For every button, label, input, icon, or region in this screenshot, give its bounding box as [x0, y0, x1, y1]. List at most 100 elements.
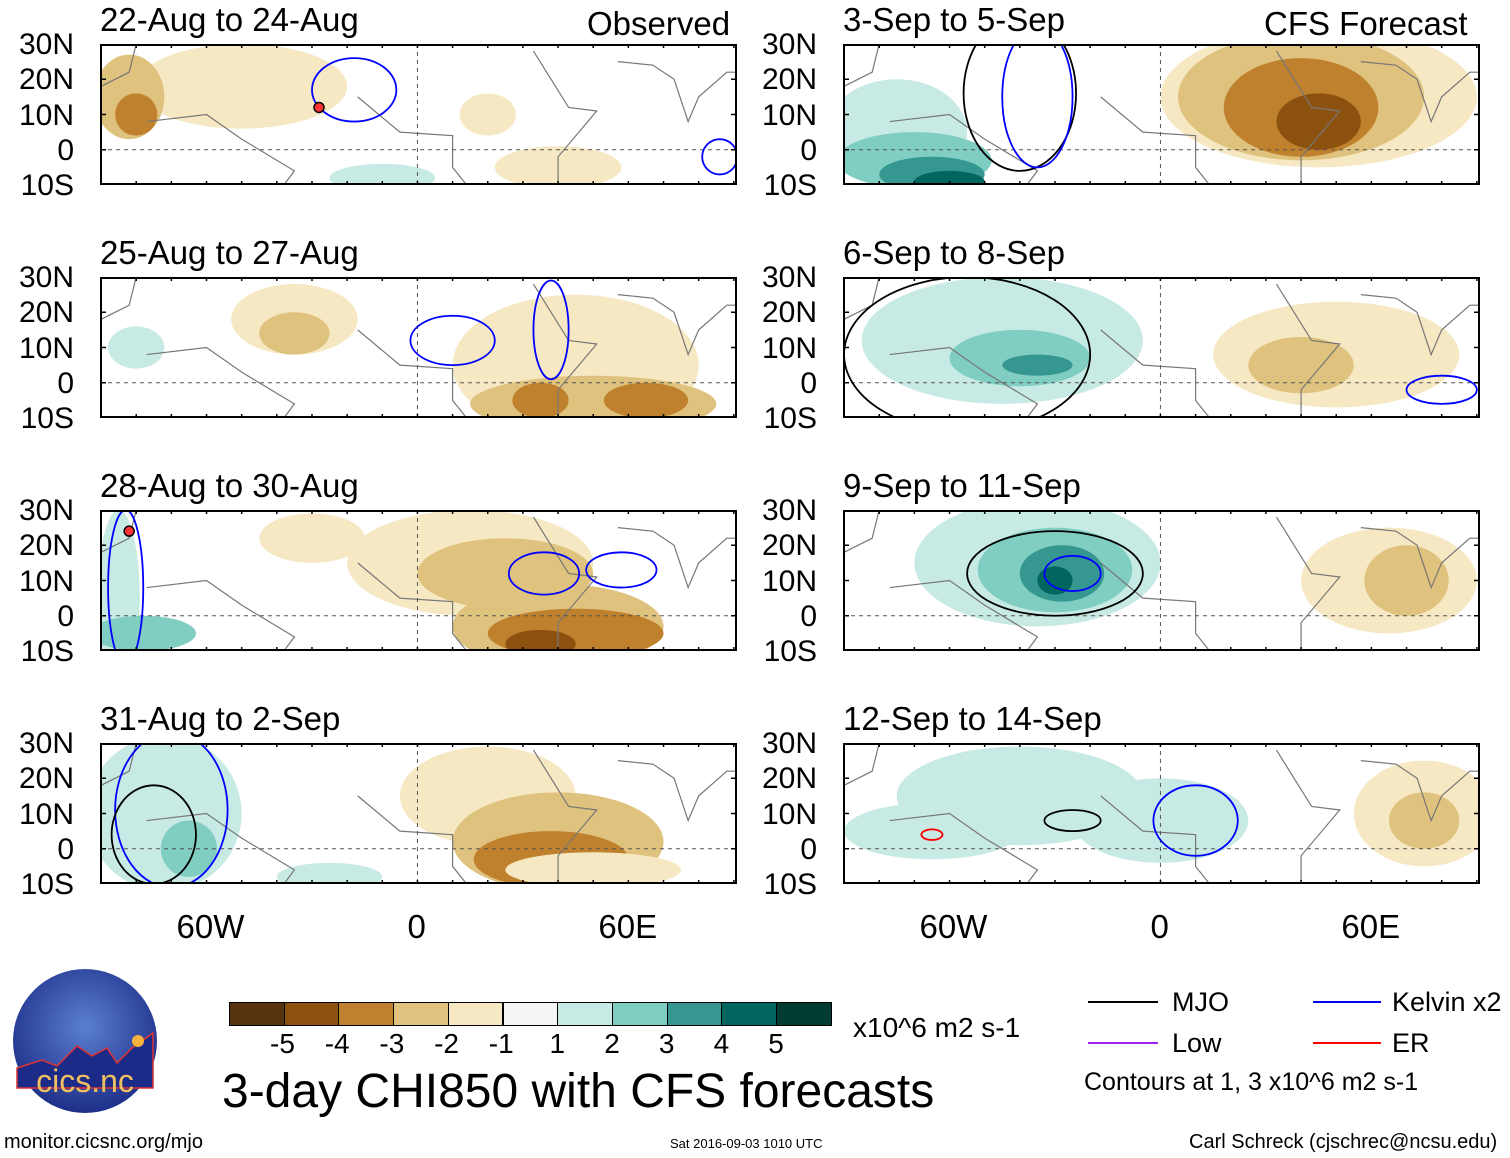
coastline [843, 743, 1480, 884]
panel-title: 25-Aug to 27-Aug [100, 234, 359, 271]
observed-label: Observed [587, 5, 731, 42]
wave-contour [114, 743, 229, 884]
footer-credit: Carl Schreck (cjschrec@ncsu.edu) [1189, 1131, 1498, 1153]
anomaly-region [459, 93, 516, 136]
legend-low: Low [1172, 1028, 1222, 1058]
colorbar-swatch [611, 1002, 668, 1026]
coastline [843, 44, 1480, 185]
lon-label: 60E [1341, 908, 1401, 945]
lat-label: 20N [18, 63, 74, 97]
wave-contour [1152, 784, 1239, 857]
lat-label: 20N [18, 296, 74, 330]
anomaly-region [512, 382, 569, 418]
lat-label: 10N [18, 98, 74, 132]
colorbar-tick-label: 1 [549, 1028, 566, 1059]
lat-label: 10S [763, 402, 817, 436]
colorbar-tick-label: -3 [379, 1028, 405, 1059]
map-border [100, 277, 737, 418]
wave-contour [701, 138, 737, 176]
anomaly-region [914, 170, 985, 185]
lat-label: 30N [18, 261, 74, 294]
coastline [100, 510, 737, 651]
wave-contour [1405, 374, 1478, 405]
anomaly-region [603, 382, 689, 418]
legend-kelvin: Kelvin x2 [1392, 987, 1502, 1017]
lat-label: 0 [800, 133, 817, 167]
anomaly-region [1248, 336, 1354, 394]
colorbar-swatch [283, 1002, 340, 1026]
panel-title: 22-Aug to 24-Aug [100, 1, 359, 38]
colorbar-swatch [447, 1002, 504, 1026]
map-panel [843, 277, 1480, 418]
wave-contour [409, 314, 496, 367]
low-line-swatch [1088, 1042, 1158, 1044]
storm-icon [123, 525, 135, 537]
lat-label: 0 [800, 832, 817, 866]
map-panel [100, 510, 737, 651]
colorbar-swatch [229, 1002, 285, 1026]
lon-label: 0 [407, 908, 426, 945]
anomaly-region [844, 802, 1020, 860]
wave-contour [532, 279, 570, 381]
map-panel [100, 277, 737, 418]
colorbar-tick-label: -1 [488, 1028, 514, 1059]
lat-label: 30N [761, 727, 817, 760]
lat-label: 10N [18, 564, 74, 598]
lat-label: 0 [57, 832, 74, 866]
lat-label: 20N [761, 529, 817, 563]
lat-label: 30N [761, 28, 817, 61]
colorbar-tick-label: 5 [768, 1028, 784, 1059]
lat-label: 30N [18, 28, 74, 61]
anomaly-region [505, 852, 682, 884]
anomaly-region [108, 326, 165, 369]
mjo-line-swatch [1088, 1001, 1158, 1003]
anomaly-region [1072, 778, 1249, 863]
lat-label: 20N [18, 762, 74, 796]
legend-er: ER [1392, 1028, 1430, 1058]
lat-label: 20N [761, 762, 817, 796]
coastline [100, 44, 737, 185]
panel-title: 9-Sep to 11-Sep [843, 467, 1081, 504]
lat-label: 0 [57, 599, 74, 633]
wave-contour [110, 784, 197, 884]
colorbar-swatch [666, 1002, 723, 1026]
storm-icon [313, 101, 325, 114]
contour-note: Contours at 1, 3 x10^6 m2 s-1 [1084, 1068, 1419, 1096]
map-panel [843, 510, 1480, 651]
figure-title: 3-day CHI850 with CFS forecasts [222, 1065, 935, 1118]
map-border [100, 510, 737, 651]
lat-label: 10N [761, 98, 817, 132]
footer-url[interactable]: monitor.cicsnc.org/mjo [4, 1131, 203, 1153]
lon-label: 60E [598, 908, 658, 945]
colorbar-tick-label: 2 [604, 1028, 620, 1059]
anomaly-region [1002, 354, 1073, 376]
panel-title: 6-Sep to 8-Sep [843, 234, 1065, 271]
colorbar-swatch [338, 1002, 395, 1026]
anomaly-region [1276, 93, 1361, 150]
cics-logo: cics.nc [13, 969, 157, 1113]
wave-contour [585, 551, 658, 589]
lon-label: 60W [919, 908, 988, 945]
map-panel [843, 743, 1480, 884]
lat-label: 10N [761, 564, 817, 598]
wave-contour [507, 551, 581, 596]
coastline [100, 277, 737, 418]
colorbar-tick-label: 4 [713, 1028, 730, 1059]
lon-label: 0 [1150, 908, 1169, 945]
anomaly-region [1037, 566, 1073, 595]
anomaly-region [1364, 545, 1449, 616]
lat-label: 10S [20, 402, 74, 436]
lat-label: 0 [57, 133, 74, 167]
panel-title: 31-Aug to 2-Sep [100, 700, 341, 737]
lat-label: 0 [800, 599, 817, 633]
lat-label: 10N [761, 797, 817, 831]
lat-label: 30N [18, 494, 74, 527]
lat-label: 10N [18, 797, 74, 831]
map-border [843, 510, 1480, 651]
lat-label: 20N [761, 63, 817, 97]
colorbar-swatch [393, 1002, 449, 1026]
anomaly-region [1388, 792, 1460, 849]
lat-label: 0 [57, 366, 74, 400]
colorbar-swatch [502, 1002, 559, 1026]
